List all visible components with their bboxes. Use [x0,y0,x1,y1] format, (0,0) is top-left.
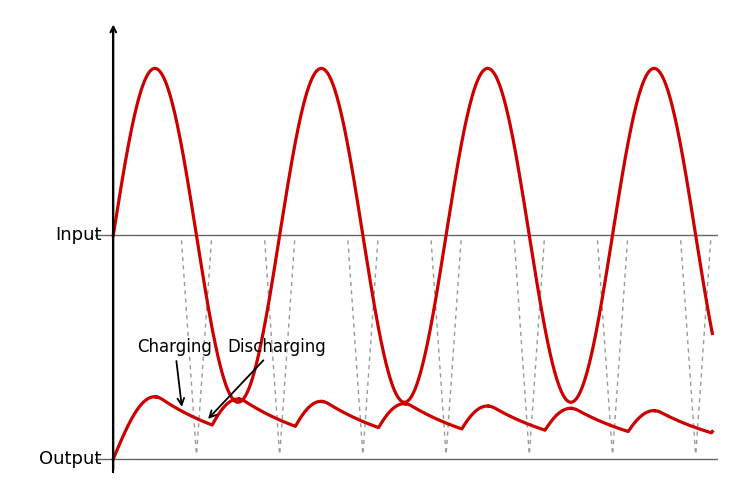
Text: Charging: Charging [137,337,212,405]
Text: Discharging: Discharging [210,337,326,418]
Text: Output: Output [39,450,101,468]
Text: Input: Input [55,227,101,245]
